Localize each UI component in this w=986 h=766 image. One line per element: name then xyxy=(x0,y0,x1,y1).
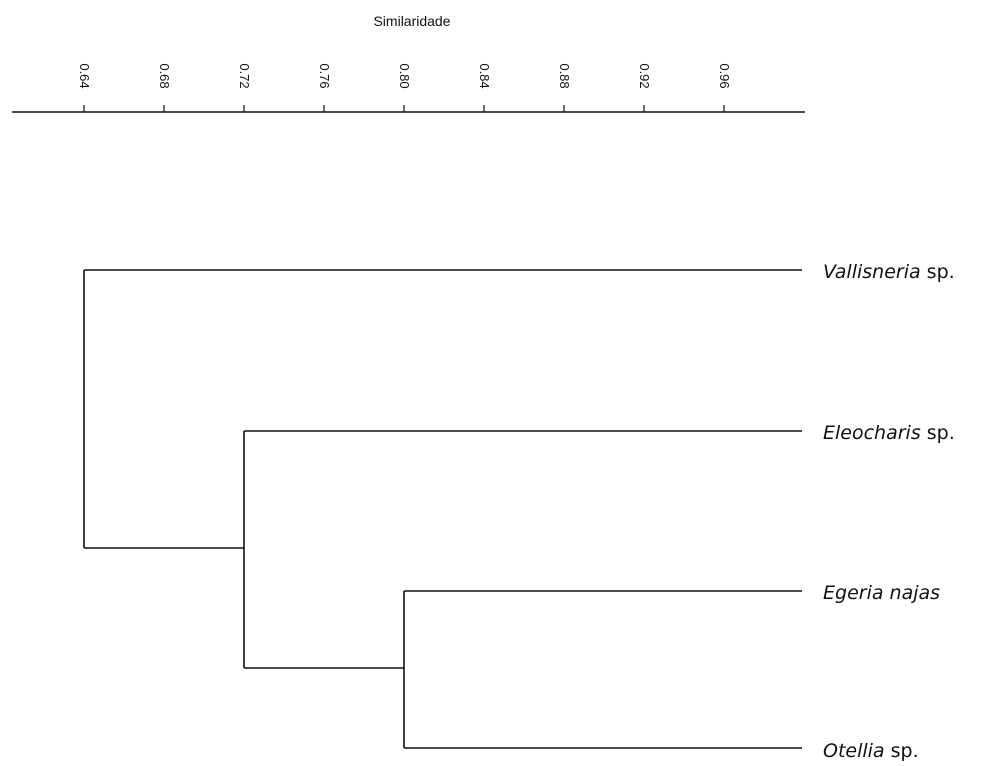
tick-label: 0.88 xyxy=(557,63,572,88)
tick-label: 0.72 xyxy=(237,63,252,88)
leaf-label-egeria: Egeria najas xyxy=(823,582,940,604)
leaf-label-eleocharis: Eleocharis sp. xyxy=(823,422,955,444)
tick-label: 0.64 xyxy=(77,63,92,88)
tick-label: 0.80 xyxy=(397,63,412,88)
leaf-label-vallisneria: Vallisneria sp. xyxy=(823,261,955,283)
axis-title: Similaridade xyxy=(373,13,450,29)
dendrogram-branches xyxy=(83,269,802,749)
tick-label: 0.84 xyxy=(477,63,492,88)
leaf-label-otellia: Otellia sp. xyxy=(823,740,919,762)
leaf-labels: Vallisneria sp. Eleocharis sp. Egeria na… xyxy=(823,261,955,762)
tick-label: 0.96 xyxy=(717,63,732,88)
tick-label: 0.76 xyxy=(317,63,332,88)
tick-label: 0.68 xyxy=(157,63,172,88)
tick-label: 0.92 xyxy=(637,63,652,88)
axis-ticks: 0.64 0.68 0.72 0.76 0.80 0.84 0.88 0.92 0.96 xyxy=(77,63,732,112)
